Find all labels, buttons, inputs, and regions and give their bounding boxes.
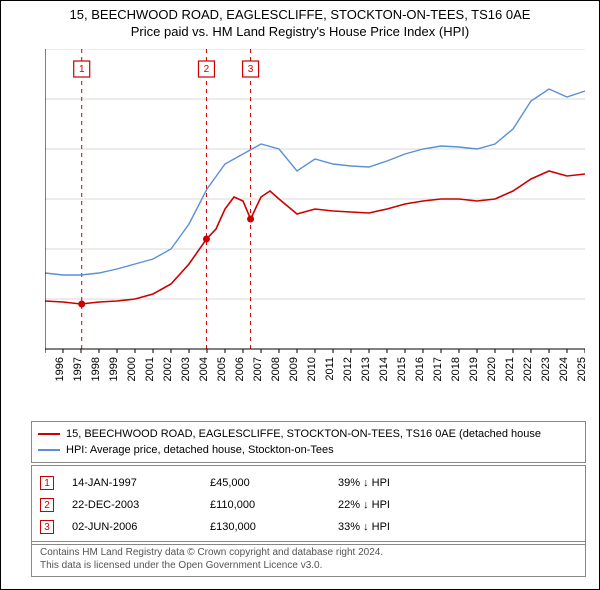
- title-line-2: Price paid vs. HM Land Registry's House …: [1, 24, 599, 41]
- footer-line-1: Contains HM Land Registry data © Crown c…: [40, 546, 577, 559]
- legend-swatch-hpi: [38, 449, 60, 451]
- chart: £0£50K£100K£150K£200K£250K£300K123199519…: [45, 49, 585, 387]
- sales-price-3: £130,000: [210, 521, 320, 533]
- sales-diff-1: 39% ↓ HPI: [338, 477, 448, 489]
- sales-row-2: 2 22-DEC-2003 £110,000 22% ↓ HPI: [40, 494, 577, 516]
- legend-label-property: 15, BEECHWOOD ROAD, EAGLESCLIFFE, STOCKT…: [66, 428, 541, 440]
- legend-item-property: 15, BEECHWOOD ROAD, EAGLESCLIFFE, STOCKT…: [38, 426, 579, 442]
- title-line-1: 15, BEECHWOOD ROAD, EAGLESCLIFFE, STOCKT…: [1, 7, 599, 24]
- svg-text:2019: 2019: [468, 357, 480, 381]
- svg-text:2020: 2020: [486, 357, 498, 381]
- footer: Contains HM Land Registry data © Crown c…: [31, 541, 586, 577]
- svg-text:2014: 2014: [378, 357, 390, 381]
- svg-text:2023: 2023: [540, 357, 552, 381]
- svg-text:1998: 1998: [90, 357, 102, 381]
- sales-marker-2: 2: [40, 498, 54, 512]
- svg-text:2002: 2002: [162, 357, 174, 381]
- sales-table: 1 14-JAN-1997 £45,000 39% ↓ HPI 2 22-DEC…: [31, 465, 586, 545]
- svg-text:2024: 2024: [558, 357, 570, 381]
- chart-title: 15, BEECHWOOD ROAD, EAGLESCLIFFE, STOCKT…: [1, 1, 599, 43]
- svg-text:2009: 2009: [288, 357, 300, 381]
- svg-text:2012: 2012: [342, 357, 354, 381]
- svg-text:2013: 2013: [360, 357, 372, 381]
- svg-text:2016: 2016: [414, 357, 426, 381]
- sales-diff-3: 33% ↓ HPI: [338, 521, 448, 533]
- sales-marker-1: 1: [40, 476, 54, 490]
- svg-text:1: 1: [79, 64, 85, 75]
- svg-text:2025: 2025: [576, 357, 585, 381]
- sales-date-1: 14-JAN-1997: [72, 477, 192, 489]
- legend-swatch-property: [38, 433, 60, 435]
- svg-text:2000: 2000: [126, 357, 138, 381]
- svg-text:1999: 1999: [108, 357, 120, 381]
- sales-date-3: 02-JUN-2006: [72, 521, 192, 533]
- svg-text:2017: 2017: [432, 357, 444, 381]
- svg-text:2021: 2021: [504, 357, 516, 381]
- svg-text:2010: 2010: [306, 357, 318, 381]
- chart-svg: £0£50K£100K£150K£200K£250K£300K123199519…: [45, 49, 585, 387]
- svg-text:2007: 2007: [252, 357, 264, 381]
- svg-text:2011: 2011: [324, 357, 336, 381]
- svg-text:2004: 2004: [198, 357, 210, 381]
- svg-text:2018: 2018: [450, 357, 462, 381]
- sales-date-2: 22-DEC-2003: [72, 499, 192, 511]
- legend-item-hpi: HPI: Average price, detached house, Stoc…: [38, 442, 579, 458]
- svg-text:2008: 2008: [270, 357, 282, 381]
- svg-text:2001: 2001: [144, 357, 156, 381]
- svg-text:3: 3: [248, 64, 254, 75]
- sales-row-1: 1 14-JAN-1997 £45,000 39% ↓ HPI: [40, 472, 577, 494]
- legend: 15, BEECHWOOD ROAD, EAGLESCLIFFE, STOCKT…: [31, 421, 586, 463]
- svg-text:2005: 2005: [216, 357, 228, 381]
- svg-text:1996: 1996: [54, 357, 66, 381]
- sales-price-2: £110,000: [210, 499, 320, 511]
- svg-text:1997: 1997: [72, 357, 84, 381]
- svg-text:2015: 2015: [396, 357, 408, 381]
- svg-text:2003: 2003: [180, 357, 192, 381]
- sales-marker-3: 3: [40, 520, 54, 534]
- footer-line-2: This data is licensed under the Open Gov…: [40, 559, 577, 572]
- svg-text:1995: 1995: [45, 357, 48, 381]
- sales-diff-2: 22% ↓ HPI: [338, 499, 448, 511]
- svg-text:2006: 2006: [234, 357, 246, 381]
- svg-text:2: 2: [204, 64, 210, 75]
- legend-label-hpi: HPI: Average price, detached house, Stoc…: [66, 444, 334, 456]
- sales-row-3: 3 02-JUN-2006 £130,000 33% ↓ HPI: [40, 516, 577, 538]
- svg-text:2022: 2022: [522, 357, 534, 381]
- sales-price-1: £45,000: [210, 477, 320, 489]
